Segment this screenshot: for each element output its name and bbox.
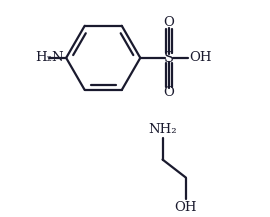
Text: H₂N: H₂N <box>35 51 64 64</box>
Text: NH₂: NH₂ <box>148 123 177 136</box>
Text: S: S <box>164 51 174 65</box>
Text: O: O <box>163 16 174 30</box>
Text: OH: OH <box>189 51 211 64</box>
Text: O: O <box>163 86 174 99</box>
Text: OH: OH <box>175 201 197 214</box>
